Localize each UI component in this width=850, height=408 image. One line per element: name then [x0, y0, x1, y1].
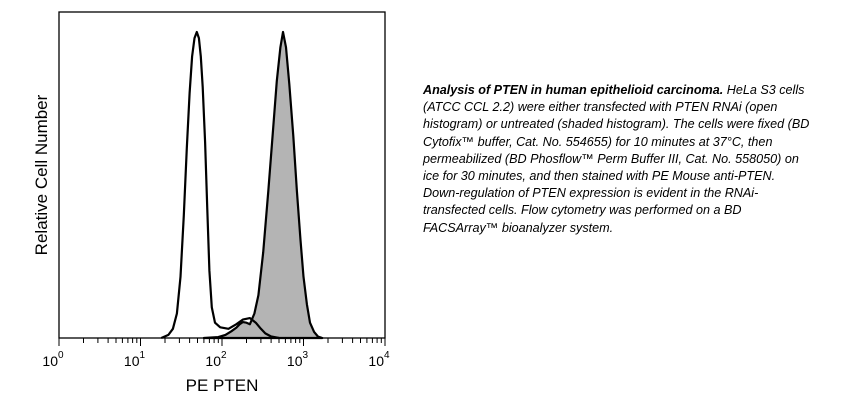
- x-axis-label: PE PTEN: [186, 376, 259, 395]
- histogram-chart: 10 0 10 1 10 2 10 3 10 4 PE PTEN Relative Cell Nu…: [32, 11, 390, 395]
- x-tick-label: 10 0: [42, 350, 64, 369]
- caption-body: HeLa S3 cells (ATCC CCL 2.2) were either…: [423, 83, 810, 235]
- x-tick-label-base: 10: [287, 353, 303, 369]
- plot-frame: [58, 11, 386, 339]
- x-tick-label: 10 4: [368, 350, 390, 369]
- caption-title: Analysis of PTEN in human epithelioid ca…: [423, 83, 724, 97]
- x-tick-label-exponent: 0: [58, 350, 64, 361]
- shaded-histogram-untreated: [202, 30, 324, 340]
- open-histogram-rnai: [160, 30, 280, 340]
- x-tick-label-exponent: 4: [384, 350, 390, 361]
- x-axis-tick-labels: 10 0 10 1 10 2 10 3 10 4: [42, 350, 390, 369]
- x-tick-label-base: 10: [124, 353, 140, 369]
- series-layer: [160, 30, 324, 340]
- x-tick-label-exponent: 3: [303, 350, 309, 361]
- figure-caption: Analysis of PTEN in human epithelioid ca…: [423, 82, 813, 237]
- x-tick-label-exponent: 1: [140, 350, 146, 361]
- x-tick-label-base: 10: [205, 353, 221, 369]
- x-tick-label-base: 10: [368, 353, 384, 369]
- x-tick-label-exponent: 2: [221, 350, 227, 361]
- x-axis-ticks: [58, 338, 386, 346]
- y-axis-label: Relative Cell Number: [32, 94, 51, 255]
- x-tick-label: 10 1: [124, 350, 146, 369]
- x-tick-label: 10 3: [287, 350, 309, 369]
- x-tick-label: 10 2: [205, 350, 227, 369]
- x-tick-label-base: 10: [42, 353, 58, 369]
